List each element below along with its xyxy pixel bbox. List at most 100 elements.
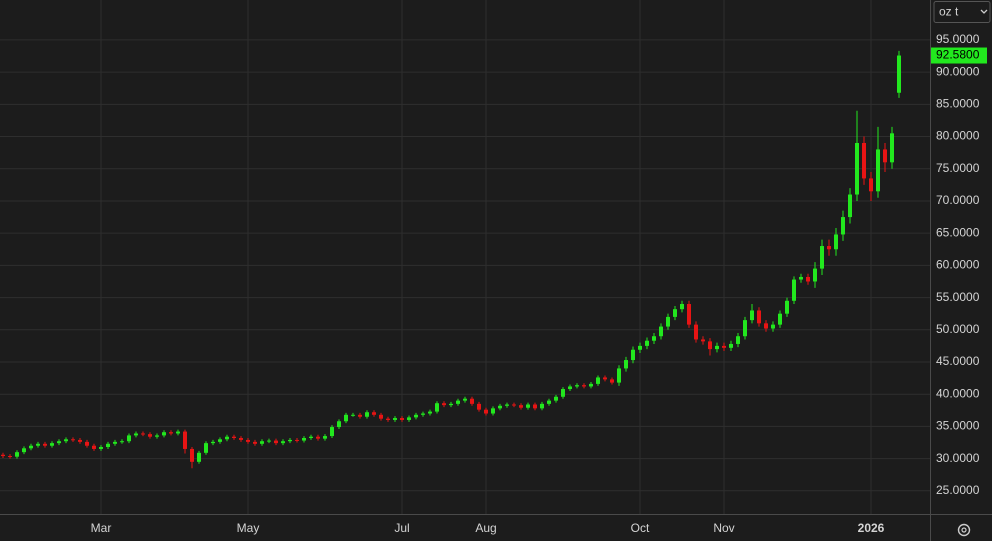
grid	[0, 0, 930, 514]
candle-body	[435, 403, 439, 412]
x-tick-label: Mar	[91, 521, 112, 535]
candle-body	[330, 427, 334, 437]
candle-body	[344, 414, 348, 422]
y-tick-label: 80.0000	[936, 129, 980, 143]
candle-body	[897, 55, 901, 93]
candle-body	[610, 379, 614, 383]
candle-body	[715, 345, 719, 350]
x-tick-label: Jul	[394, 521, 409, 535]
candle-body	[407, 417, 411, 420]
candle-body	[568, 386, 572, 390]
candle-body	[799, 276, 803, 280]
candle-body	[778, 313, 782, 325]
candle-body	[337, 421, 341, 428]
candle-body	[99, 447, 103, 449]
gear-icon[interactable]	[957, 523, 971, 537]
x-tick-label: Oct	[631, 521, 650, 535]
y-tick-label: 35.0000	[936, 419, 980, 433]
candle-body	[659, 326, 663, 337]
chevron[interactable]	[980, 9, 988, 14]
candle-body	[673, 309, 677, 317]
candle-body	[393, 418, 397, 420]
candle-body	[106, 443, 110, 448]
candle-body	[862, 142, 866, 179]
candle-body	[722, 345, 726, 348]
candle-body	[834, 234, 838, 250]
candle-body	[456, 400, 460, 404]
candle-body	[162, 432, 166, 436]
candle-body	[43, 443, 47, 446]
y-tick-label: 25.0000	[936, 483, 980, 497]
x-tick-label: 2026	[858, 521, 885, 535]
y-tick-label: 60.0000	[936, 258, 980, 272]
candle-body	[652, 336, 656, 341]
candle-body	[505, 404, 509, 406]
candle-body	[561, 389, 565, 397]
candle-body	[323, 436, 327, 439]
candle-body	[358, 414, 362, 417]
candle-body	[22, 448, 26, 453]
candle-body	[71, 439, 75, 441]
candle-body	[274, 440, 278, 444]
candle-body	[701, 339, 705, 342]
candle-body	[351, 414, 355, 416]
candle-body	[582, 385, 586, 387]
axes: 25.0000 30.0000 35.0000 40.0000 45.0000 50.00…	[91, 32, 987, 535]
candle-body	[533, 404, 537, 409]
candle-body	[50, 443, 54, 446]
candle-body	[484, 409, 488, 414]
candle-body	[246, 439, 250, 442]
candle-body	[575, 385, 579, 387]
candle-body	[708, 341, 712, 350]
candle-body	[295, 439, 299, 441]
unit-dropdown[interactable]: oz t	[933, 1, 991, 23]
candle-body	[176, 431, 180, 434]
candle-body	[638, 345, 642, 350]
candle-body	[78, 439, 82, 442]
candle-body	[57, 441, 61, 444]
candle-body	[64, 439, 68, 442]
candle-body	[743, 320, 747, 337]
candle-body	[134, 433, 138, 436]
candle-body	[211, 441, 215, 444]
candle-body	[365, 412, 369, 417]
candle-body	[15, 452, 19, 457]
candle-body	[617, 368, 621, 383]
candle-body	[806, 276, 810, 282]
candle-body	[260, 441, 264, 444]
candle-body	[687, 304, 691, 325]
candle-body	[148, 434, 152, 437]
candle-body	[29, 445, 33, 449]
candle-body	[876, 149, 880, 192]
candle-body	[512, 404, 516, 406]
candle-body	[463, 398, 467, 401]
candle-body	[848, 194, 852, 218]
candle-body	[554, 396, 558, 401]
candle-body	[8, 456, 12, 458]
settings-button[interactable]	[957, 523, 971, 537]
y-tick-label: 55.0000	[936, 290, 980, 304]
candle-body	[827, 246, 831, 250]
x-tick-label: Aug	[475, 521, 496, 535]
candle-body	[421, 413, 425, 415]
candle-body	[631, 349, 635, 361]
candle-body	[841, 217, 845, 235]
last-price-label: 92.5800	[936, 48, 980, 62]
y-tick-label: 70.0000	[936, 193, 980, 207]
candle-body	[694, 324, 698, 340]
candle-body	[127, 435, 131, 442]
candle-body	[449, 403, 453, 406]
unit-label[interactable]: oz t	[939, 5, 959, 19]
candle-body	[316, 436, 320, 439]
gear-center[interactable]	[961, 527, 967, 533]
candle-body	[232, 436, 236, 438]
dropdown-box[interactable]	[933, 1, 991, 23]
candle-body	[869, 178, 873, 192]
candles	[1, 50, 901, 469]
candle-body	[477, 403, 481, 410]
candle-body	[288, 439, 292, 442]
y-tick-label: 85.0000	[936, 97, 980, 111]
candle-body	[883, 149, 887, 163]
